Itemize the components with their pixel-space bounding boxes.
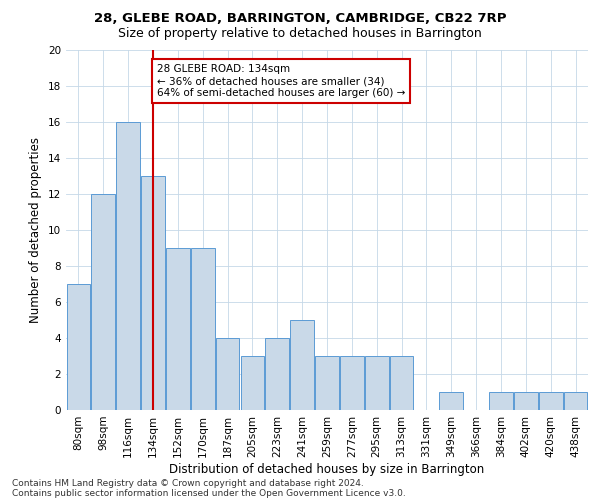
Bar xyxy=(290,320,314,410)
Bar xyxy=(216,338,239,410)
Bar xyxy=(514,392,538,410)
Text: Contains public sector information licensed under the Open Government Licence v3: Contains public sector information licen… xyxy=(12,488,406,498)
Bar xyxy=(315,356,339,410)
Bar xyxy=(116,122,140,410)
Text: 28, GLEBE ROAD, BARRINGTON, CAMBRIDGE, CB22 7RP: 28, GLEBE ROAD, BARRINGTON, CAMBRIDGE, C… xyxy=(94,12,506,26)
Bar xyxy=(141,176,165,410)
Y-axis label: Number of detached properties: Number of detached properties xyxy=(29,137,43,323)
Bar xyxy=(91,194,115,410)
Text: Contains HM Land Registry data © Crown copyright and database right 2024.: Contains HM Land Registry data © Crown c… xyxy=(12,478,364,488)
Bar xyxy=(489,392,513,410)
Text: 28 GLEBE ROAD: 134sqm
← 36% of detached houses are smaller (34)
64% of semi-deta: 28 GLEBE ROAD: 134sqm ← 36% of detached … xyxy=(157,64,405,98)
X-axis label: Distribution of detached houses by size in Barrington: Distribution of detached houses by size … xyxy=(169,462,485,475)
Bar xyxy=(390,356,413,410)
Bar xyxy=(365,356,389,410)
Bar xyxy=(191,248,215,410)
Bar xyxy=(166,248,190,410)
Bar xyxy=(439,392,463,410)
Bar xyxy=(265,338,289,410)
Bar xyxy=(340,356,364,410)
Bar xyxy=(67,284,90,410)
Bar xyxy=(539,392,563,410)
Bar xyxy=(241,356,264,410)
Bar xyxy=(564,392,587,410)
Text: Size of property relative to detached houses in Barrington: Size of property relative to detached ho… xyxy=(118,28,482,40)
